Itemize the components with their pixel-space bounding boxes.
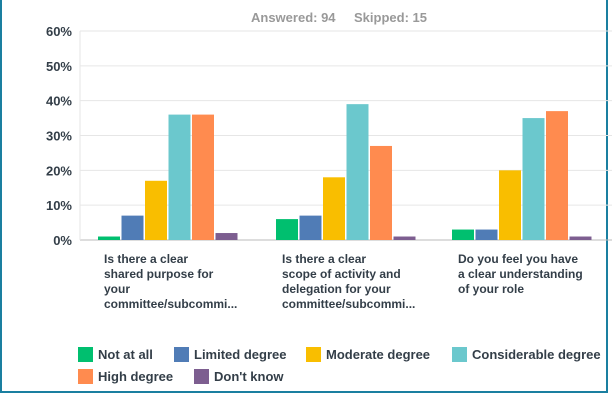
- bar[interactable]: [475, 229, 498, 240]
- bar[interactable]: [546, 111, 568, 240]
- legend-label[interactable]: Considerable degree: [472, 347, 601, 362]
- legend-swatch[interactable]: [194, 369, 209, 384]
- bar[interactable]: [192, 114, 214, 240]
- legend: Not at all Limited degree Moderate degree C…: [78, 347, 601, 384]
- bar[interactable]: [522, 118, 545, 240]
- bar[interactable]: [276, 219, 298, 240]
- legend-swatch[interactable]: [306, 347, 321, 362]
- category-label: Is there a clear scope of activity and del…: [282, 252, 415, 311]
- bar[interactable]: [370, 145, 392, 240]
- bar[interactable]: [168, 114, 191, 240]
- y-tick-label: 10%: [46, 198, 72, 213]
- bar[interactable]: [323, 177, 345, 240]
- legend-swatch[interactable]: [452, 347, 467, 362]
- y-tick-label: 50%: [46, 59, 72, 74]
- bar[interactable]: [145, 180, 167, 240]
- bar[interactable]: [299, 215, 322, 240]
- bar[interactable]: [346, 104, 369, 241]
- legend-label[interactable]: High degree: [98, 369, 173, 384]
- category-label: Do you feel you have a clear understandin…: [458, 252, 583, 296]
- legend-swatch[interactable]: [78, 369, 93, 384]
- bar[interactable]: [569, 236, 592, 240]
- legend-swatch[interactable]: [78, 347, 93, 362]
- category-labels: Is there a clear shared purpose for your co…: [104, 252, 583, 311]
- bar[interactable]: [393, 236, 416, 240]
- skipped-count: Skipped: 15: [354, 10, 427, 25]
- legend-swatch[interactable]: [174, 347, 189, 362]
- bar[interactable]: [121, 215, 144, 240]
- answered-count: Answered: 94: [251, 10, 336, 25]
- y-axis-ticks: 0% 10% 20% 30% 40% 50% 60%: [46, 24, 72, 248]
- y-tick-label: 30%: [46, 129, 72, 144]
- bar[interactable]: [215, 233, 238, 240]
- bar[interactable]: [452, 229, 474, 240]
- y-tick-label: 0%: [53, 233, 72, 248]
- y-tick-label: 60%: [46, 24, 72, 39]
- y-tick-label: 40%: [46, 94, 72, 109]
- bar[interactable]: [499, 170, 521, 240]
- legend-label[interactable]: Not at all: [98, 347, 153, 362]
- legend-label[interactable]: Don't know: [214, 369, 284, 384]
- category-label: Is there a clear shared purpose for your co…: [104, 252, 237, 311]
- bar[interactable]: [98, 236, 120, 240]
- legend-label[interactable]: Moderate degree: [326, 347, 430, 362]
- bars: [98, 104, 592, 241]
- legend-label[interactable]: Limited degree: [194, 347, 286, 362]
- y-tick-label: 20%: [46, 163, 72, 178]
